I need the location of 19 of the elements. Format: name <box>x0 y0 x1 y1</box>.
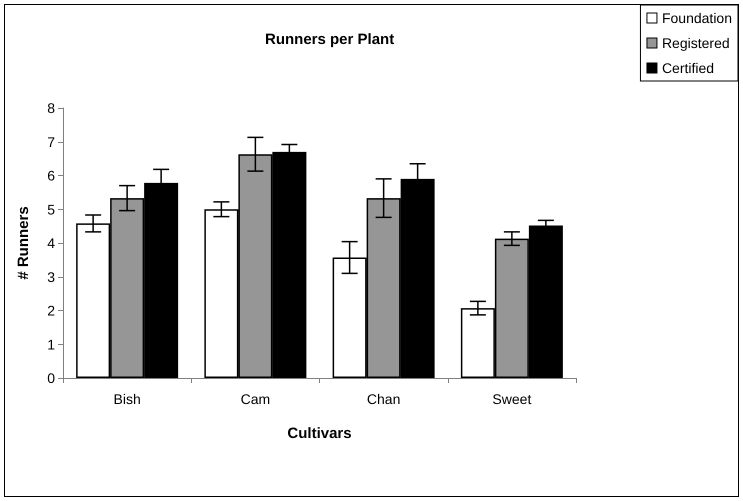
y-tick-label: 1 <box>47 336 56 352</box>
legend-label: Foundation <box>662 10 732 26</box>
chart-title: Runners per Plant <box>265 31 394 48</box>
x-tick-label: Chan <box>366 391 400 407</box>
y-tick-label: 8 <box>47 100 56 116</box>
x-tick-label: Bish <box>114 391 141 407</box>
y-tick-label: 7 <box>47 134 56 150</box>
x-tick-label: Cam <box>240 391 270 407</box>
x-axis-title: Cultivars <box>287 425 352 442</box>
y-tick-label: 3 <box>47 268 56 285</box>
y-tick-label: 0 <box>47 370 56 386</box>
y-axis-title: # Runners <box>15 206 32 280</box>
y-tick-label: 6 <box>47 168 56 184</box>
y-tick-label: 5 <box>47 201 56 218</box>
legend-label: Certified <box>662 60 714 76</box>
legend-label: Registered <box>662 35 730 51</box>
y-tick-label: 2 <box>47 302 56 318</box>
y-tick-label: 4 <box>47 235 56 251</box>
x-tick-label: Sweet <box>492 391 532 407</box>
